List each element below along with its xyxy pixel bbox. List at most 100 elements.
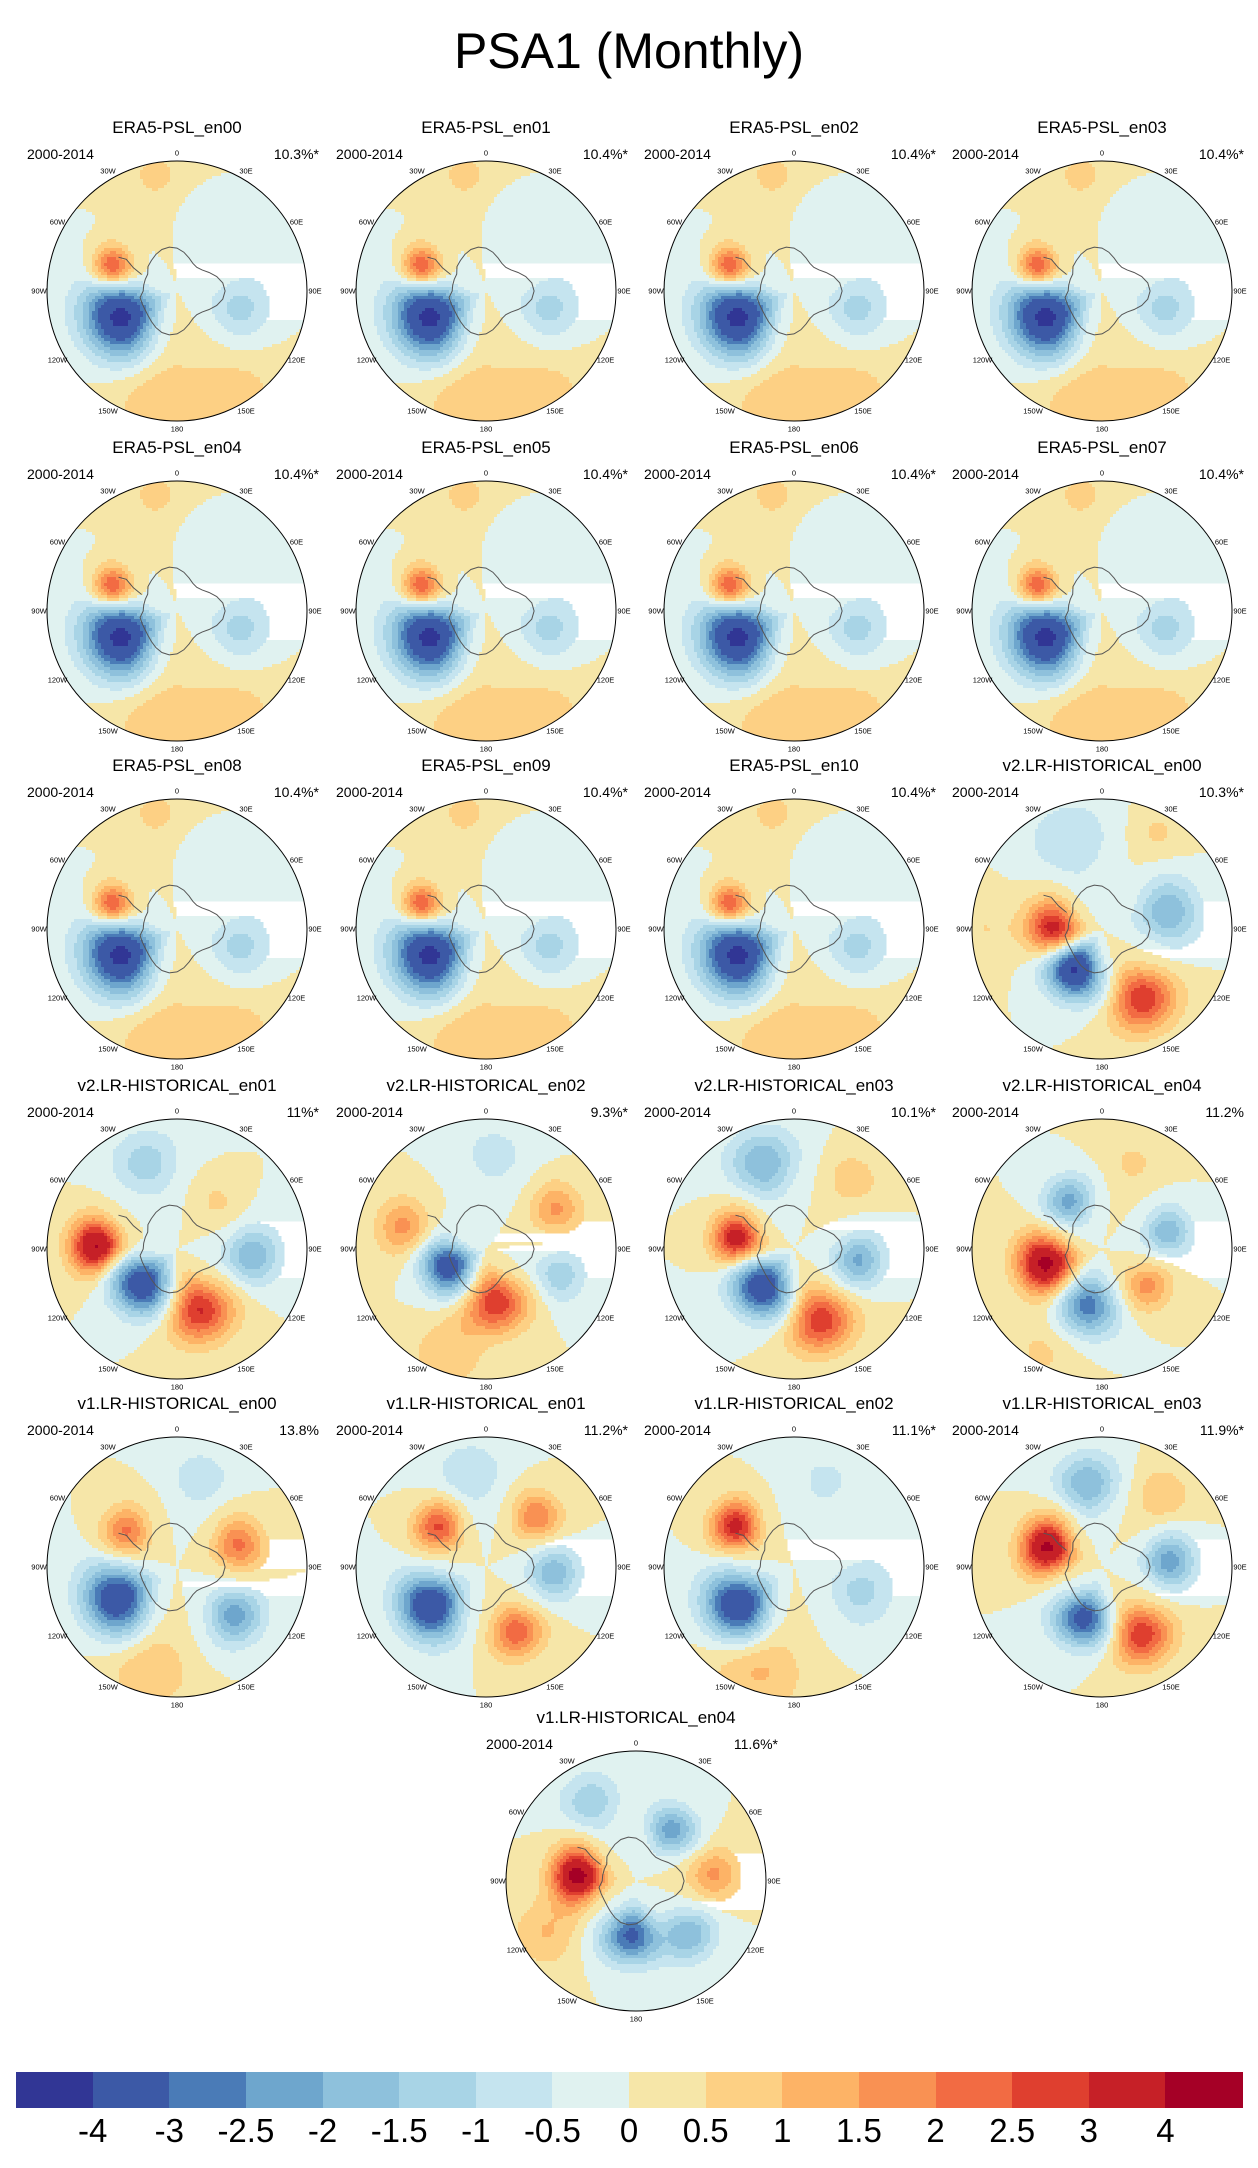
longitude-label: 90W — [956, 286, 972, 296]
coastline — [756, 246, 843, 336]
contour-field — [664, 481, 923, 741]
period-label: 2000-2014 — [952, 1104, 1019, 1120]
variance-percent: 10.1%* — [890, 1104, 936, 1120]
longitude-label: 60E — [1214, 855, 1229, 865]
map-border — [663, 480, 925, 742]
longitude-label: 90E — [925, 286, 939, 296]
longitude-label: 30W — [100, 166, 116, 176]
longitude-label: 120E — [287, 993, 306, 1003]
map-border — [46, 480, 308, 742]
longitude-label: 30W — [717, 1442, 733, 1452]
longitude-label: 30W — [1025, 486, 1041, 496]
coastline — [1064, 1522, 1151, 1612]
contour-field — [356, 799, 615, 1059]
longitude-label: 30E — [239, 486, 253, 496]
longitude-label: 60E — [906, 537, 921, 547]
longitude-label: 120W — [47, 355, 68, 365]
map-border — [355, 480, 617, 742]
contour-field — [356, 1119, 615, 1379]
panel-title: v2.LR-HISTORICAL_en00 — [1002, 756, 1202, 775]
colorbar-tick-label: 2 — [926, 2112, 945, 2149]
map-border — [663, 1118, 925, 1380]
longitude-label: 150E — [237, 406, 255, 415]
panel-title: ERA5-PSL_en05 — [421, 438, 551, 457]
longitude-label: 0 — [174, 1106, 180, 1116]
variance-percent: 11.6%* — [733, 1736, 778, 1752]
map-border — [663, 1436, 925, 1698]
longitude-label: 120E — [596, 993, 615, 1003]
colorbar-tick-label: -1 — [461, 2112, 491, 2149]
longitude-label: 150E — [1162, 1682, 1180, 1691]
period-label: 2000-2014 — [27, 1104, 94, 1120]
longitude-label: 180 — [170, 744, 184, 754]
longitude-label: 180 — [1095, 1062, 1109, 1072]
coastline — [756, 566, 843, 656]
colorbar-bin — [1012, 2072, 1090, 2108]
longitude-label: 120E — [1212, 993, 1231, 1003]
peninsula-coastline — [427, 576, 451, 595]
longitude-label: 30E — [1164, 1124, 1178, 1134]
longitude-label: 0 — [483, 786, 489, 796]
longitude-label: 0 — [1099, 786, 1105, 796]
coastline — [1064, 1204, 1151, 1294]
longitude-label: 60W — [974, 217, 991, 227]
longitude-label: 180 — [1095, 424, 1109, 434]
map-border — [971, 480, 1233, 742]
panel-title: v1.LR-HISTORICAL_en01 — [386, 1394, 586, 1413]
contour-field — [506, 1751, 765, 2011]
period-label: 2000-2014 — [336, 1422, 403, 1438]
colorbar-tick-label: 0 — [619, 2112, 639, 2149]
longitude-label: 180 — [170, 1700, 184, 1710]
peninsula-coastline — [118, 576, 142, 595]
longitude-label: 30W — [409, 166, 425, 176]
longitude-label: 120E — [904, 675, 923, 685]
longitude-label: 0 — [174, 786, 180, 796]
longitude-label: 120E — [287, 1631, 306, 1641]
longitude-label: 0 — [791, 468, 797, 478]
panel-title: ERA5-PSL_en10 — [729, 756, 859, 775]
colorbar-bin — [16, 2072, 94, 2108]
map-panel: ERA5-PSL_en03 2000-2014 10.4%* 0 30E 60E 90E 12… — [952, 118, 1252, 434]
polar-map — [971, 480, 1233, 742]
variance-percent: 9.3%* — [590, 1104, 628, 1120]
contour-field — [664, 799, 923, 1059]
period-label: 2000-2014 — [644, 1422, 711, 1438]
longitude-label: 30W — [1025, 1124, 1041, 1134]
polar-map — [355, 480, 617, 742]
polar-map — [355, 1118, 617, 1380]
longitude-label: 180 — [479, 1700, 493, 1710]
longitude-label: 150E — [546, 1044, 564, 1053]
map-panel: ERA5-PSL_en07 2000-2014 10.4%* 0 30E 60E 90E 12… — [952, 438, 1252, 754]
contour-field — [664, 1437, 923, 1697]
map-border — [46, 1118, 308, 1380]
peninsula-coastline — [427, 1214, 451, 1233]
colorbar-tick-label: 3 — [1079, 2112, 1098, 2149]
map-panel: ERA5-PSL_en10 2000-2014 10.4%* 0 30E 60E 90E 12… — [644, 756, 944, 1072]
page-title: PSA1 (Monthly) — [453, 23, 805, 79]
colorbar-tick-label: -2 — [307, 2112, 338, 2149]
longitude-label: 150W — [1023, 726, 1043, 735]
longitude-label: 0 — [483, 148, 489, 158]
peninsula-coastline — [735, 256, 759, 275]
coastline — [448, 246, 535, 336]
colorbar-tick-label: -4 — [77, 2112, 108, 2149]
map-panel: ERA5-PSL_en04 2000-2014 10.4%* 0 30E 60E 90E 12… — [27, 438, 327, 754]
polar-map — [505, 1750, 767, 2012]
longitude-label: 30W — [559, 1756, 575, 1766]
longitude-label: 150W — [98, 726, 118, 735]
longitude-label: 30E — [1164, 486, 1178, 496]
longitude-label: 60E — [906, 1493, 921, 1503]
variance-percent: 10.4%* — [1198, 146, 1244, 162]
colorbar-tick-label: 1.5 — [835, 2112, 882, 2149]
peninsula-coastline — [577, 1846, 601, 1865]
colorbar-tick-label: -0.5 — [523, 2112, 581, 2149]
variance-percent: 10.4%* — [890, 466, 936, 482]
longitude-label: 30E — [239, 804, 253, 814]
longitude-label: 60W — [666, 855, 683, 865]
polar-map — [971, 798, 1233, 1060]
colorbar — [16, 2072, 1243, 2108]
variance-percent: 10.3%* — [273, 146, 319, 162]
longitude-label: 30E — [239, 1124, 253, 1134]
longitude-label: 120W — [47, 1313, 68, 1323]
longitude-label: 30W — [100, 486, 116, 496]
